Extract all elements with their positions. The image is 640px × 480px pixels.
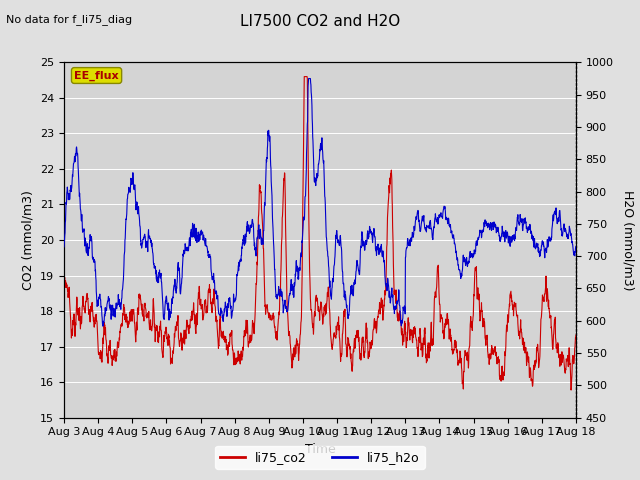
Y-axis label: H2O (mmol/m3): H2O (mmol/m3) [621, 190, 634, 290]
Text: LI7500 CO2 and H2O: LI7500 CO2 and H2O [240, 14, 400, 29]
Text: No data for f_li75_diag: No data for f_li75_diag [6, 14, 132, 25]
Legend: li75_co2, li75_h2o: li75_co2, li75_h2o [215, 446, 425, 469]
Text: EE_flux: EE_flux [74, 71, 119, 81]
X-axis label: Time: Time [305, 443, 335, 456]
Y-axis label: CO2 (mmol/m3): CO2 (mmol/m3) [22, 190, 35, 290]
